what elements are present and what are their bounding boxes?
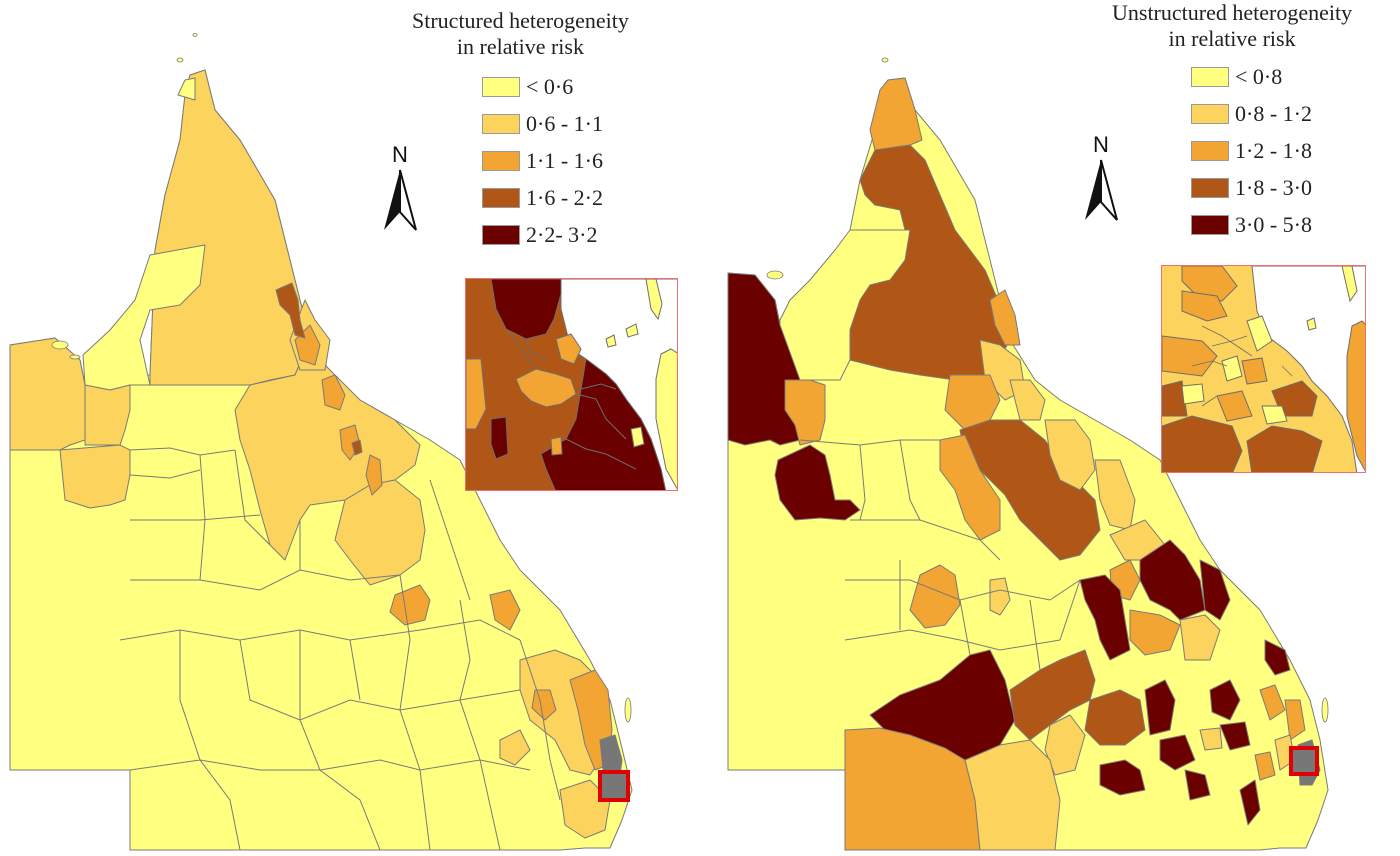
legend-item: 0·6 - 1·1 bbox=[482, 105, 629, 142]
legend-swatch bbox=[482, 76, 520, 97]
legend-title-line1: Unstructured heterogeneity bbox=[1112, 0, 1353, 25]
legend-item: 3·0 - 5·8 bbox=[1191, 206, 1352, 243]
inset-map-southeast bbox=[1161, 265, 1366, 473]
legend-swatch bbox=[1191, 140, 1229, 161]
legend-item: 1·2 - 1·8 bbox=[1191, 132, 1352, 169]
legend-label: 1·8 - 3·0 bbox=[1235, 174, 1312, 200]
north-arrow-icon bbox=[1085, 159, 1118, 221]
inset-map-southeast bbox=[465, 278, 678, 491]
legend-label: < 0·6 bbox=[526, 73, 574, 99]
legend-title-line2: in relative risk bbox=[1168, 26, 1296, 51]
legend-label: 0·8 - 1·2 bbox=[1235, 100, 1312, 126]
legend-swatch bbox=[1191, 103, 1229, 124]
legend-item: 1·6 - 2·2 bbox=[482, 179, 629, 216]
legend-swatch bbox=[1191, 177, 1229, 198]
unstructured-heterogeneity-choropleth bbox=[727, 57, 1329, 851]
structured-heterogeneity-choropleth bbox=[9, 33, 633, 851]
inset-location-marker bbox=[598, 770, 630, 802]
legend-label: < 0·8 bbox=[1235, 63, 1283, 89]
legend-swatch bbox=[482, 187, 520, 208]
structured-legend: Structured heterogeneity in relative ris… bbox=[412, 8, 629, 253]
inset-location-marker bbox=[1289, 746, 1319, 776]
legend-item: 1·8 - 3·0 bbox=[1191, 169, 1352, 206]
legend-item: 1·1 - 1·6 bbox=[482, 142, 629, 179]
structured-heterogeneity-map-panel: Structured heterogeneity in relative ris… bbox=[9, 8, 678, 851]
north-letter: N bbox=[1093, 132, 1109, 157]
legend-swatch bbox=[482, 113, 520, 134]
inset-choropleth bbox=[466, 279, 677, 490]
legend-item: 2·2- 3·2 bbox=[482, 216, 629, 253]
inset-choropleth bbox=[1162, 266, 1365, 472]
legend-label: 0·6 - 1·1 bbox=[526, 110, 603, 136]
legend-item: < 0·8 bbox=[1191, 58, 1352, 95]
north-arrow-icon bbox=[384, 169, 417, 231]
north-letter: N bbox=[392, 142, 408, 167]
legend-title-line2: in relative risk bbox=[456, 34, 584, 59]
legend-swatch bbox=[1191, 214, 1229, 235]
legend-swatch bbox=[1191, 66, 1229, 87]
north-arrow: N bbox=[380, 142, 420, 232]
legend-label: 1·1 - 1·6 bbox=[526, 147, 603, 173]
legend-label: 1·6 - 2·2 bbox=[526, 184, 603, 210]
legend-label: 3·0 - 5·8 bbox=[1235, 211, 1312, 237]
legend-title-line1: Structured heterogeneity bbox=[412, 8, 629, 33]
legend-label: 2·2- 3·2 bbox=[526, 221, 598, 247]
legend-item: 0·8 - 1·2 bbox=[1191, 95, 1352, 132]
unstructured-heterogeneity-map-panel: Unstructured heterogeneity in relative r… bbox=[700, 0, 1400, 856]
north-arrow: N bbox=[1081, 132, 1121, 222]
legend-label: 1·2 - 1·8 bbox=[1235, 137, 1312, 163]
legend-swatch bbox=[482, 224, 520, 245]
legend-swatch bbox=[482, 150, 520, 171]
unstructured-legend: Unstructured heterogeneity in relative r… bbox=[1112, 0, 1352, 243]
legend-item: < 0·6 bbox=[482, 68, 629, 105]
